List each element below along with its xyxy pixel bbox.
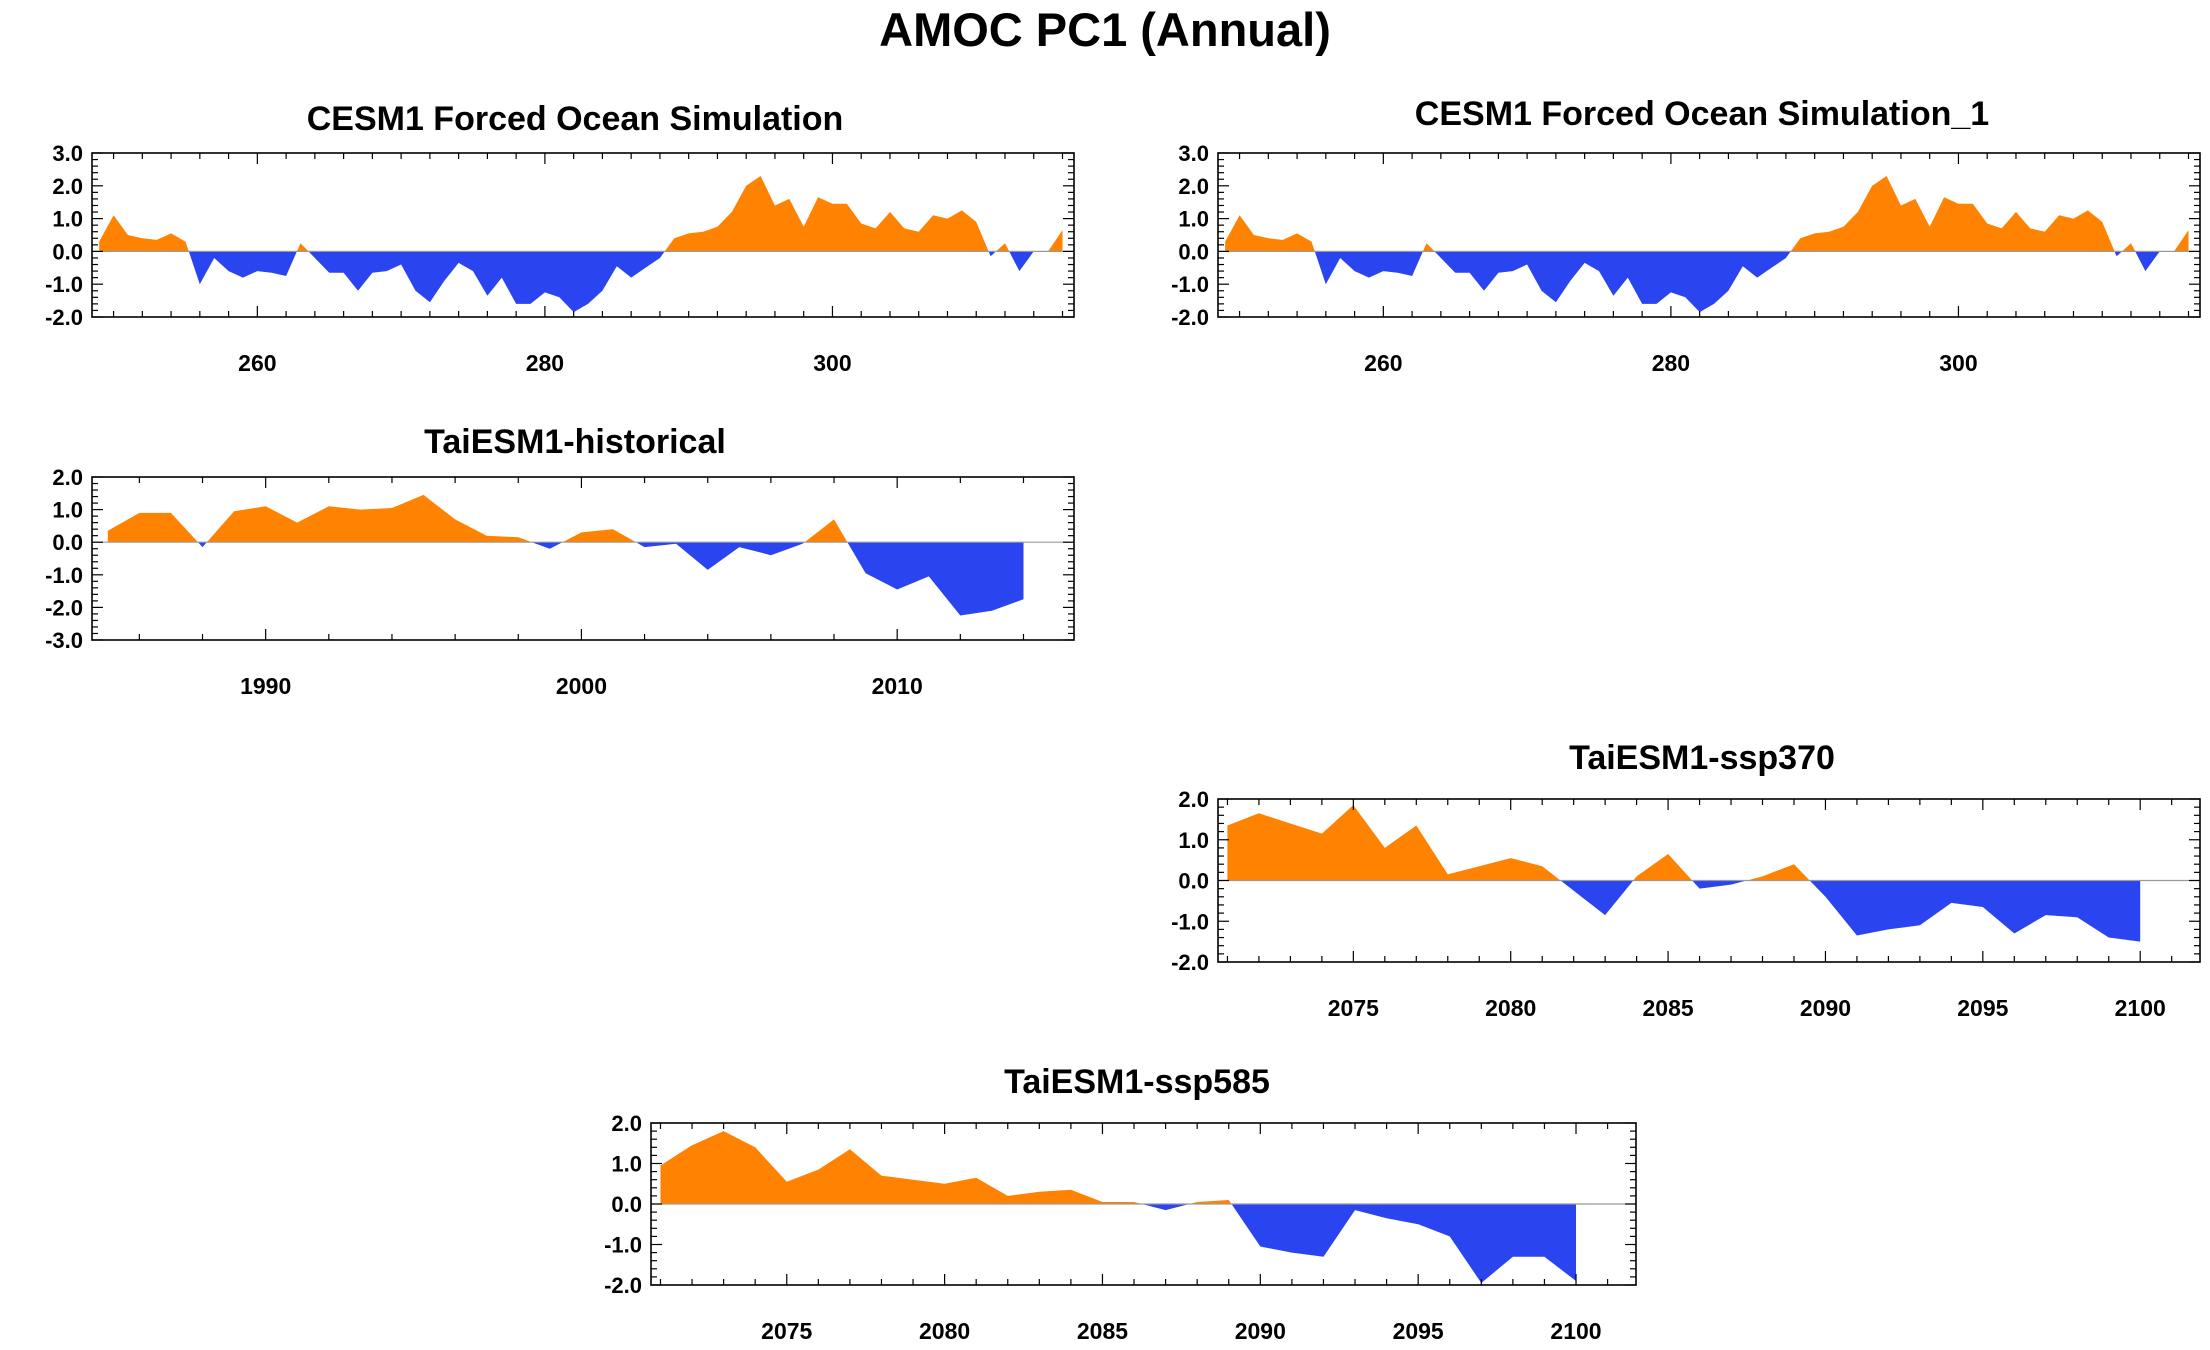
x-tick-label: 2090 [1235, 1318, 1286, 1344]
y-tick-label: -1.0 [1171, 272, 1209, 297]
y-tick-label: 2.0 [611, 1111, 642, 1136]
figure-title: AMOC PC1 (Annual) [879, 3, 1331, 56]
negative-area [1227, 880, 2141, 942]
negative-area [1225, 251, 2189, 313]
x-tick-label: 2100 [2115, 995, 2166, 1021]
y-tick-label: 1.0 [52, 207, 83, 232]
plot-frame [91, 152, 1075, 318]
y-tick-label: 0.0 [52, 530, 83, 555]
positive-area [99, 176, 1063, 252]
x-tick-label: 1990 [240, 673, 291, 699]
y-tick-label: 1.0 [611, 1152, 642, 1177]
y-tick-label: -1.0 [604, 1233, 642, 1258]
y-tick-label: 0.0 [1178, 869, 1209, 894]
y-tick-label: 3.0 [52, 141, 83, 166]
y-tick-label: 2.0 [52, 174, 83, 199]
negative-area [107, 542, 1024, 616]
x-tick-label: 300 [1939, 350, 1977, 376]
positive-area [660, 1131, 1576, 1204]
y-tick-label: 0.0 [52, 239, 83, 264]
x-tick-label: 2095 [1957, 995, 2008, 1021]
x-tick-label: 2000 [556, 673, 607, 699]
x-tick-label: 300 [813, 350, 851, 376]
x-tick-label: 2010 [872, 673, 923, 699]
x-tick-label: 2075 [761, 1318, 812, 1344]
y-tick-label: 2.0 [52, 465, 83, 490]
x-tick-label: 260 [238, 350, 276, 376]
x-tick-label: 2090 [1800, 995, 1851, 1021]
y-tick-label: -2.0 [45, 305, 83, 330]
x-tick-label: 2085 [1642, 995, 1693, 1021]
y-tick-label: -2.0 [1171, 305, 1209, 330]
y-tick-label: 2.0 [1178, 787, 1209, 812]
x-tick-label: 2075 [1328, 995, 1379, 1021]
x-tick-label: 2080 [919, 1318, 970, 1344]
plot-frame [91, 476, 1075, 641]
y-tick-label: -2.0 [45, 595, 83, 620]
panel-cesm1-forced-ocean-1: CESM1 Forced Ocean Simulation_1 3.0 2.0 1.… [1171, 95, 2201, 376]
y-tick-label: 1.0 [52, 498, 83, 523]
y-tick-label: -1.0 [1171, 909, 1209, 934]
y-tick-label: 2.0 [1178, 174, 1209, 199]
plot-frame [1217, 152, 2201, 318]
panel-cesm1-forced-ocean: CESM1 Forced Ocean Simulation 3.0 2.0 1.0 0… [45, 100, 1075, 376]
y-tick-label: -1.0 [45, 563, 83, 588]
x-tick-label: 280 [526, 350, 564, 376]
negative-area [660, 1204, 1576, 1283]
panel-title: TaiESM1-historical [424, 423, 726, 461]
y-tick-label: 1.0 [1178, 207, 1209, 232]
x-tick-label: 2100 [1550, 1318, 1601, 1344]
y-tick-label: -2.0 [1171, 950, 1209, 975]
positive-area [1227, 805, 2141, 881]
panel-title: TaiESM1-ssp370 [1569, 739, 1835, 777]
x-tick-label: 2080 [1485, 995, 1536, 1021]
y-tick-label: 0.0 [611, 1192, 642, 1217]
panel-title: TaiESM1-ssp585 [1004, 1063, 1270, 1101]
y-tick-label: -1.0 [45, 272, 83, 297]
y-tick-label: -2.0 [604, 1273, 642, 1298]
x-tick-label: 260 [1364, 350, 1402, 376]
x-tick-label: 2095 [1393, 1318, 1444, 1344]
negative-area [99, 251, 1063, 313]
y-tick-label: 0.0 [1178, 239, 1209, 264]
panel-taiesm1-ssp585: TaiESM1-ssp585 2.0 1.0 0.0 -1.0 -2.0 2075 2080… [604, 1063, 1637, 1344]
y-tick-label: 3.0 [1178, 141, 1209, 166]
panel-taiesm1-historical: TaiESM1-historical 2.0 1.0 0.0 -1.0 -2.0 -3.0… [45, 423, 1075, 699]
panel-taiesm1-ssp370: TaiESM1-ssp370 2.0 1.0 0.0 -1.0 -2.0 2075 2080… [1171, 739, 2201, 1021]
x-tick-label: 2085 [1077, 1318, 1128, 1344]
x-tick-label: 280 [1652, 350, 1690, 376]
positive-area [107, 494, 1024, 543]
y-tick-label: 1.0 [1178, 828, 1209, 853]
panel-title: CESM1 Forced Ocean Simulation_1 [1415, 95, 1989, 133]
panel-title: CESM1 Forced Ocean Simulation [307, 100, 844, 138]
y-tick-label: -3.0 [45, 628, 83, 653]
positive-area [1225, 176, 2189, 252]
